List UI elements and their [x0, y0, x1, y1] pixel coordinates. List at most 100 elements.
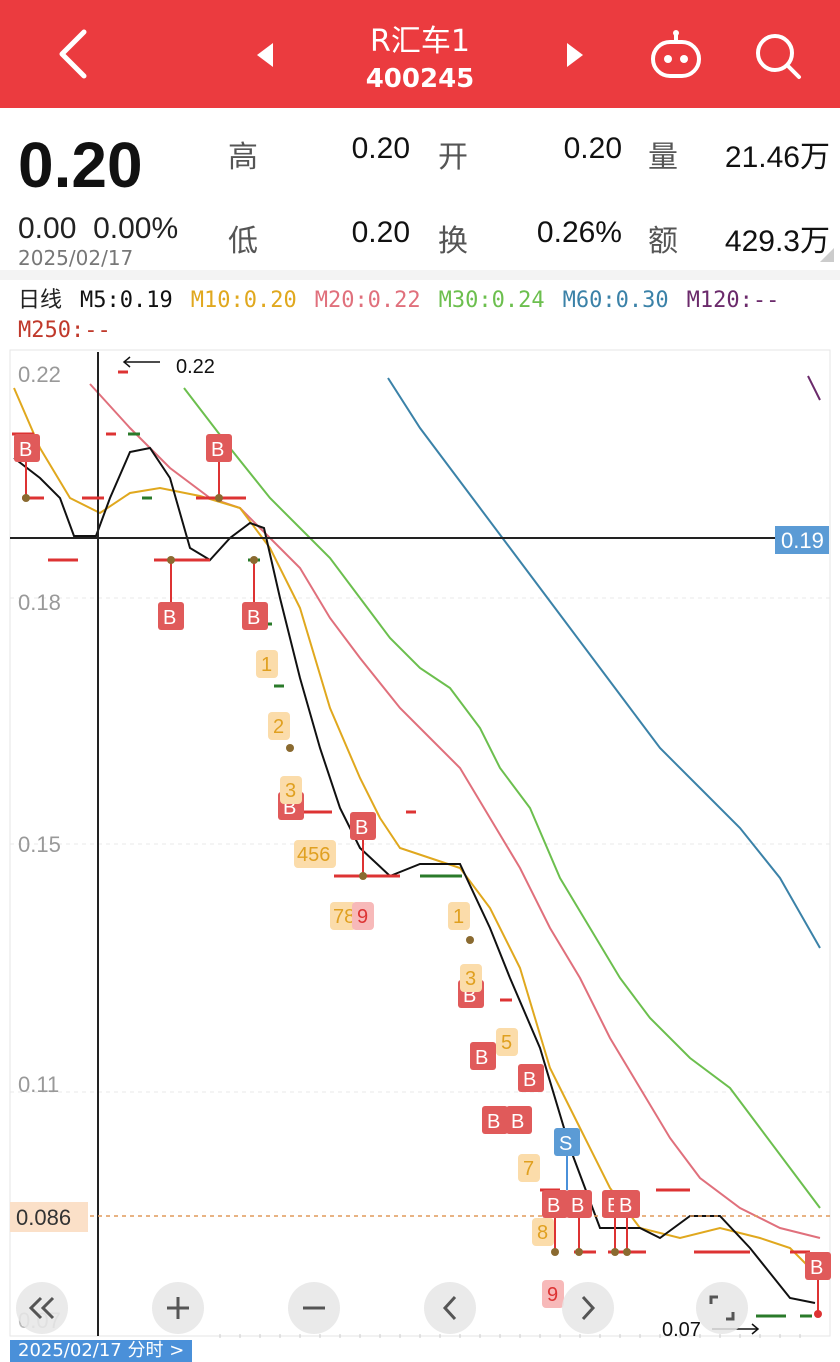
stock-name: R汇车1 — [370, 24, 470, 59]
rewind-button[interactable] — [16, 1282, 68, 1334]
svg-text:3: 3 — [285, 780, 296, 802]
kline-dots — [22, 494, 822, 1318]
crosshair-value-badge — [775, 526, 829, 554]
sequence-label: 3 — [460, 964, 482, 992]
svg-text:B: B — [547, 1195, 560, 1217]
sequence-label: 5 — [496, 1028, 518, 1056]
period-label[interactable]: 日线 — [18, 288, 63, 313]
back-icon[interactable] — [50, 26, 94, 82]
svg-text:8: 8 — [537, 1222, 548, 1244]
price-change: 0.00 0.00% — [18, 212, 178, 246]
quote-panel: 0.20 0.00 0.00% 2025/02/17 高 0.20 开 0.20… — [0, 108, 840, 270]
svg-text:7: 7 — [523, 1158, 534, 1180]
quote-date: 2025/02/17 — [18, 246, 134, 270]
svg-text:9: 9 — [357, 906, 368, 928]
ma120-label: M120:-- — [686, 288, 780, 313]
svg-text:B: B — [247, 607, 260, 629]
sequence-label: 9 — [542, 1280, 564, 1308]
ma-legend: 日线 M5:0.19 M10:0.20 M20:0.22 M30:0.24 M60:0.3… — [18, 286, 828, 346]
buy-marker[interactable]: B — [566, 1190, 592, 1252]
svg-text:B: B — [523, 1069, 536, 1091]
svg-text:1: 1 — [261, 654, 272, 676]
crosshair-value: 0.19 — [781, 528, 824, 553]
sequence-label: 78 — [330, 902, 356, 930]
svg-text:456: 456 — [297, 844, 330, 866]
volume-label: 量 — [648, 140, 678, 175]
low-label: 低 — [228, 224, 258, 259]
min-arrow-head — [751, 1323, 760, 1335]
amount-label: 额 — [648, 224, 678, 259]
svg-text:3: 3 — [465, 968, 476, 990]
svg-text:B: B — [211, 439, 224, 461]
change-value: 0.00 — [18, 212, 77, 245]
sequence-label: 8 — [532, 1218, 554, 1246]
svg-text:B: B — [19, 439, 32, 461]
buy-marker[interactable]: B — [350, 812, 376, 876]
buy-marker[interactable]: B — [158, 560, 184, 630]
svg-text:B: B — [355, 817, 368, 839]
scroll-left-button[interactable] — [424, 1282, 476, 1334]
sequence-label: 9 — [352, 902, 374, 930]
chart-frame — [9, 349, 831, 1337]
svg-text:1: 1 — [453, 906, 464, 928]
time-axis-ticks — [219, 1334, 801, 1338]
double-chevron-left-icon — [28, 1296, 55, 1320]
svg-text:B: B — [487, 1111, 500, 1133]
svg-text:B: B — [511, 1111, 524, 1133]
sequence-label: 7 — [518, 1154, 540, 1182]
turnover-label: 换 — [438, 224, 468, 259]
ma5-line — [13, 446, 816, 1304]
plus-icon — [167, 1297, 189, 1319]
next-stock-icon[interactable] — [562, 40, 588, 70]
kline-chart[interactable]: 0.22 0.18 0.15 0.11 0.07 0.19 0.086 0.22… — [0, 348, 840, 1338]
last-price: 0.20 — [18, 129, 143, 201]
intraday-link[interactable]: 2025/02/17 分时 > — [10, 1340, 193, 1362]
search-icon[interactable] — [752, 30, 804, 82]
sell-marker[interactable]: S — [554, 1128, 580, 1190]
max-price-label: 0.22 — [176, 356, 215, 378]
zoom-out-button[interactable] — [288, 1282, 340, 1334]
section-divider — [0, 270, 840, 280]
prev-stock-icon[interactable] — [252, 40, 278, 70]
buy-marker[interactable]: B — [242, 560, 268, 630]
buy-marker[interactable]: B — [542, 1190, 568, 1252]
chevron-right-icon — [581, 1295, 596, 1321]
y-tick-label: 0.18 — [18, 590, 61, 615]
high-label: 高 — [228, 140, 258, 175]
expand-corner-icon[interactable] — [820, 248, 834, 262]
robot-icon[interactable] — [646, 28, 706, 82]
ma20-label: M20:0.22 — [314, 288, 421, 313]
svg-text:B: B — [810, 1257, 823, 1279]
y-tick-label: 0.22 — [18, 362, 61, 387]
fullscreen-button[interactable] — [696, 1282, 748, 1334]
min-price-label: 0.07 — [662, 1319, 701, 1338]
buy-marker[interactable]: B — [518, 1064, 544, 1092]
svg-text:78: 78 — [333, 906, 355, 928]
low-value: 0.20 — [351, 216, 410, 249]
buy-marker[interactable]: B — [805, 1252, 831, 1314]
minus-icon — [303, 1306, 325, 1310]
svg-text:B: B — [619, 1195, 632, 1217]
buy-marker[interactable]: B — [14, 434, 40, 498]
svg-text:2: 2 — [273, 716, 284, 738]
buy-marker[interactable]: B — [482, 1106, 508, 1134]
svg-text:S: S — [559, 1133, 572, 1155]
buy-marker[interactable]: B — [614, 1190, 640, 1252]
open-value: 0.20 — [563, 132, 622, 165]
amount-value: 429.3万 — [724, 225, 830, 258]
scroll-right-button[interactable] — [562, 1282, 614, 1334]
header-bar: R汇车1 400245 — [0, 0, 840, 108]
ma60-line — [387, 377, 821, 949]
zoom-in-button[interactable] — [152, 1282, 204, 1334]
change-percent: 0.00% — [93, 212, 179, 245]
sequence-label: 456 — [294, 840, 336, 868]
chevron-left-icon — [442, 1295, 457, 1321]
svg-text:B: B — [163, 607, 176, 629]
volume-value: 21.46万 — [724, 141, 830, 174]
ma10-label: M10:0.20 — [190, 288, 297, 313]
buy-marker[interactable]: B — [506, 1106, 532, 1134]
buy-marker[interactable]: B — [206, 434, 232, 498]
sequence-label: 3 — [280, 776, 302, 804]
buy-marker[interactable]: B — [470, 1042, 496, 1070]
